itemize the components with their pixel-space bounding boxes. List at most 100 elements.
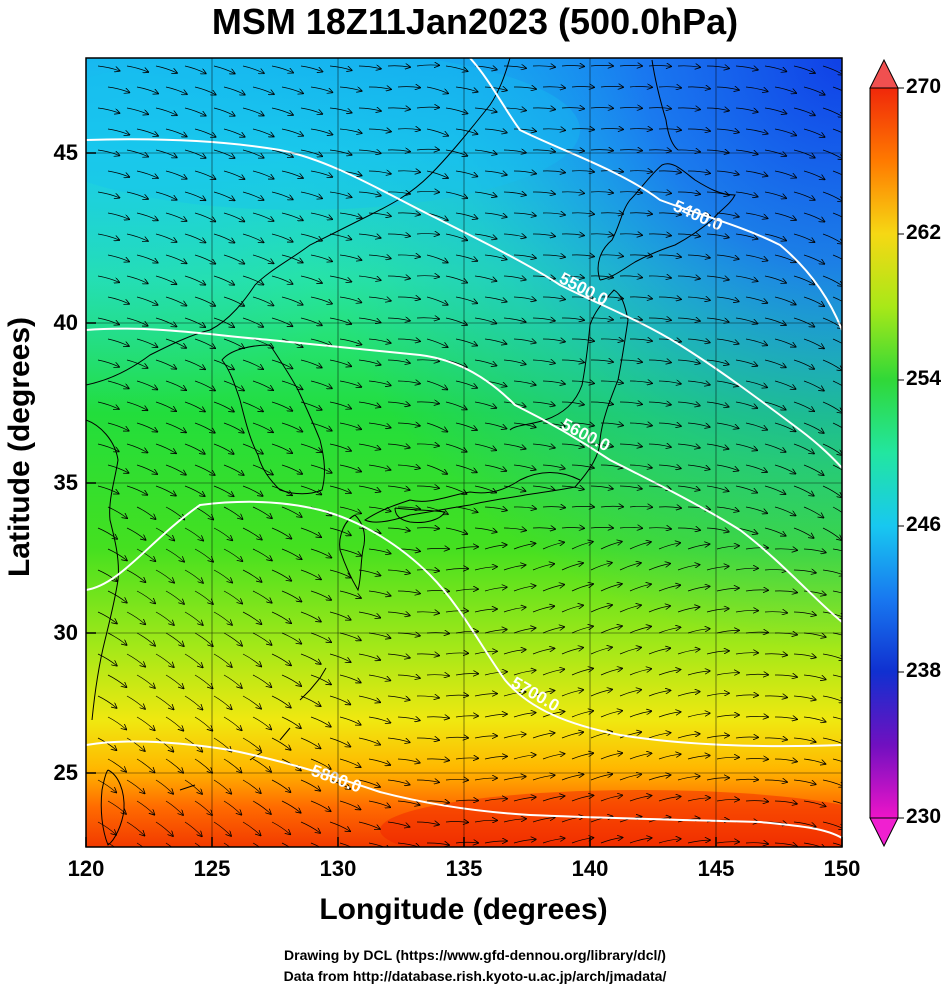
- wind-vector: [590, 192, 613, 193]
- credit-data: Data from http://database.rish.kyoto-u.a…: [283, 968, 667, 984]
- wind-vector: [165, 842, 173, 847]
- wind-vector: [329, 611, 351, 620]
- wind-vector: [474, 778, 497, 780]
- wind-vector: [252, 86, 274, 94]
- wind-vector: [793, 570, 816, 573]
- wind-vector: [735, 359, 757, 366]
- wind-vector: [194, 170, 215, 179]
- wind-vector: [155, 107, 177, 115]
- wind-vector: [532, 564, 554, 571]
- wind-vector: [484, 841, 507, 843]
- wind-vector: [155, 779, 173, 794]
- wind-vector: [561, 732, 583, 739]
- wind-vector: [271, 401, 292, 411]
- wind-vector: [416, 528, 439, 529]
- wind-vector: [281, 674, 301, 686]
- wind-vector: [223, 254, 244, 264]
- wind-vector: [368, 213, 391, 216]
- wind-vector: [803, 842, 825, 847]
- wind-vector: [677, 485, 700, 490]
- wind-vector: [774, 212, 796, 220]
- wind-vector: [793, 612, 816, 615]
- wind-vector: [474, 567, 497, 571]
- wind-vector: [600, 129, 623, 130]
- wind-vector: [513, 507, 536, 509]
- wind-vector: [252, 422, 273, 432]
- wind-vector: [126, 695, 145, 709]
- wind-vector: [397, 717, 420, 720]
- wind-vector: [735, 149, 758, 154]
- wind-vector: [165, 254, 186, 263]
- wind-vector: [416, 234, 439, 235]
- wind-vector: [213, 191, 234, 200]
- wind-vector: [223, 170, 244, 179]
- wind-vector: [184, 653, 203, 667]
- wind-vector: [513, 543, 535, 550]
- wind-vector: [455, 589, 478, 591]
- wind-vector: [271, 65, 293, 73]
- wind-vector: [793, 527, 814, 538]
- wind-vector: [658, 839, 681, 844]
- wind-vector: [474, 359, 496, 366]
- wind-vector: [455, 758, 478, 759]
- wind-vector: [184, 233, 205, 243]
- wind-vector: [97, 359, 119, 367]
- wind-vector: [387, 486, 410, 490]
- wind-vector: [822, 443, 842, 455]
- wind-vector: [426, 380, 447, 389]
- wind-vector: [803, 591, 826, 595]
- wind-vector: [300, 485, 321, 494]
- wind-vector: [793, 401, 814, 411]
- wind-vector: [687, 87, 710, 89]
- wind-vector: [590, 402, 613, 404]
- wind-vector: [532, 528, 555, 529]
- wind-vector: [281, 842, 290, 847]
- wind-vector: [832, 800, 842, 804]
- wind-vector: [155, 359, 176, 369]
- wind-vector: [252, 128, 274, 137]
- colorbar-over-triangle: [869, 58, 899, 89]
- wind-vector: [271, 317, 292, 326]
- wind-vector: [822, 233, 842, 244]
- wind-vector: [165, 716, 183, 731]
- wind-vector: [503, 528, 526, 530]
- wind-vector: [677, 150, 700, 152]
- wind-vector: [484, 630, 507, 634]
- wind-vector: [571, 711, 593, 718]
- wind-vector: [445, 527, 467, 534]
- wind-vector: [484, 545, 507, 550]
- wind-vector: [281, 170, 303, 178]
- wind-vector: [677, 692, 700, 697]
- wind-vector: [832, 548, 842, 552]
- wind-vector: [223, 800, 241, 815]
- wind-vector: [445, 191, 467, 198]
- wind-vector: [735, 695, 758, 696]
- wind-vector: [126, 443, 147, 453]
- y-tick-label: 45: [53, 140, 78, 165]
- wind-vector: [648, 150, 671, 151]
- wind-vector: [648, 528, 671, 529]
- wind-vector: [416, 360, 439, 361]
- wind-vector: [97, 107, 119, 113]
- wind-vector: [735, 275, 757, 281]
- wind-vector: [832, 86, 842, 91]
- wind-vector: [629, 171, 652, 172]
- wind-vector: [165, 128, 187, 137]
- wind-vector: [184, 359, 205, 369]
- wind-vector: [735, 66, 758, 70]
- wind-vector: [716, 757, 739, 759]
- contour-5500: [86, 138, 842, 469]
- wind-vector: [136, 464, 157, 474]
- wind-vector: [300, 569, 321, 579]
- wind-vector: [590, 563, 612, 571]
- wind-vector: [368, 800, 390, 807]
- wind-vector: [126, 317, 148, 326]
- wind-vector: [107, 716, 126, 729]
- wind-vector: [416, 191, 439, 192]
- wind-vector: [184, 275, 205, 285]
- wind-vector: [329, 107, 352, 113]
- wind-vector: [368, 129, 391, 132]
- wind-vector: [774, 86, 796, 93]
- wind-vector: [571, 795, 593, 802]
- wind-vector: [184, 821, 202, 836]
